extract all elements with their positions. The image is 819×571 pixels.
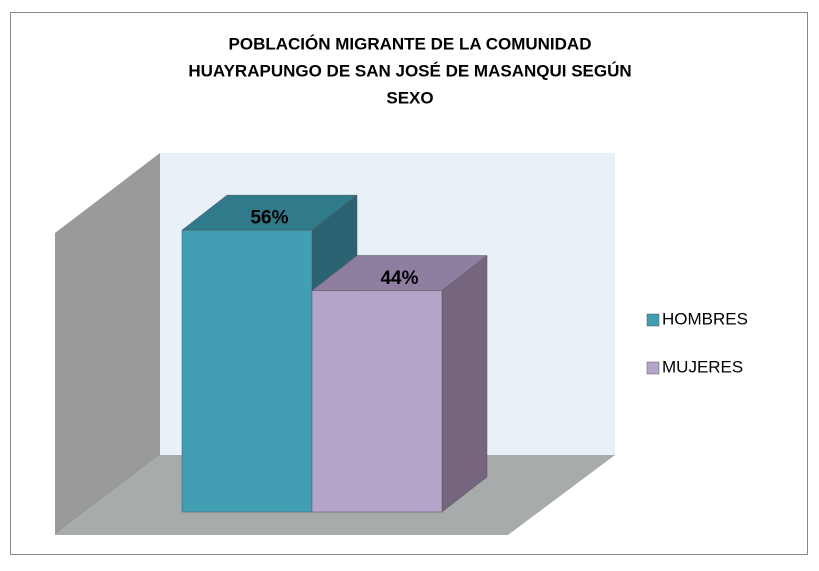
legend-swatch <box>646 361 660 375</box>
data-label: 44% <box>380 268 418 289</box>
side-wall <box>55 153 160 535</box>
legend-label: MUJERES <box>662 357 743 376</box>
data-label: 56% <box>250 208 288 229</box>
legend-label: HOMBRES <box>662 309 748 328</box>
bar <box>181 229 313 513</box>
legend-swatch <box>646 313 660 327</box>
bar-side <box>441 255 488 513</box>
bar <box>311 290 443 513</box>
chart-title: POBLACIÓN MIGRANTE DE LA COMUNIDAD <box>229 34 592 53</box>
chart-title: HUAYRAPUNGO DE SAN JOSÉ DE MASANQUI SEGÚ… <box>188 61 631 80</box>
chart-title: SEXO <box>386 88 433 107</box>
